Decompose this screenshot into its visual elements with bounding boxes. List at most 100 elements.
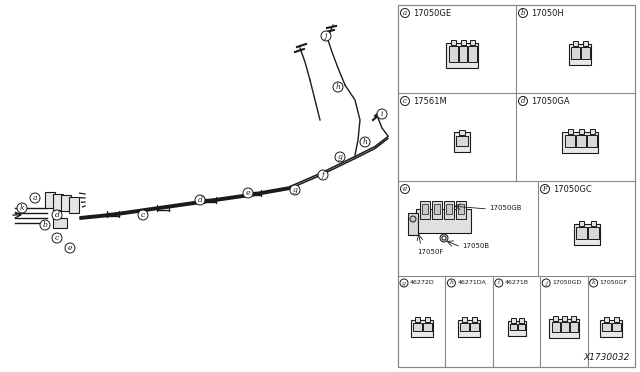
Circle shape — [518, 9, 527, 17]
Bar — [446, 204, 452, 214]
Text: 17050GE: 17050GE — [413, 9, 451, 17]
Text: c: c — [141, 211, 145, 219]
Circle shape — [589, 279, 598, 287]
Circle shape — [243, 188, 253, 198]
Circle shape — [495, 279, 503, 287]
Text: 17050GB: 17050GB — [489, 205, 522, 211]
Bar — [569, 44, 591, 65]
Bar — [449, 46, 458, 62]
Bar — [458, 320, 480, 337]
Bar — [411, 320, 433, 337]
Bar — [561, 321, 569, 331]
Bar — [562, 132, 598, 153]
Text: d: d — [54, 211, 60, 219]
Bar — [434, 204, 440, 214]
Text: i: i — [381, 110, 383, 118]
Circle shape — [360, 137, 370, 147]
Bar — [554, 315, 559, 321]
Circle shape — [52, 233, 62, 243]
Bar — [472, 317, 477, 321]
Bar — [420, 201, 430, 219]
Bar — [600, 320, 622, 337]
Circle shape — [290, 185, 300, 195]
Bar — [581, 47, 590, 59]
Text: 17050F: 17050F — [417, 249, 444, 255]
Circle shape — [65, 243, 75, 253]
Circle shape — [52, 210, 62, 220]
Text: X1730032: X1730032 — [584, 353, 630, 362]
Text: e: e — [246, 189, 250, 197]
Bar — [415, 317, 420, 321]
Text: F: F — [543, 185, 547, 193]
Text: e: e — [403, 185, 407, 193]
Bar — [568, 129, 573, 134]
Bar — [408, 213, 418, 235]
Bar — [604, 317, 609, 321]
Bar — [53, 218, 67, 228]
Text: g: g — [337, 153, 342, 161]
Bar — [454, 132, 470, 152]
Bar — [572, 315, 577, 321]
Text: i: i — [498, 280, 500, 285]
Text: d: d — [521, 97, 525, 105]
Circle shape — [401, 96, 410, 106]
Bar — [518, 317, 524, 323]
Bar — [458, 204, 464, 214]
Bar — [413, 323, 422, 330]
Bar — [61, 195, 71, 211]
Circle shape — [401, 185, 410, 193]
Bar — [563, 315, 568, 321]
Bar — [459, 46, 467, 62]
Bar — [589, 129, 595, 134]
Bar — [602, 323, 611, 330]
Text: e: e — [68, 244, 72, 252]
Text: g: g — [402, 280, 406, 285]
Circle shape — [400, 279, 408, 287]
Circle shape — [30, 193, 40, 203]
Bar — [573, 41, 578, 46]
Circle shape — [541, 185, 550, 193]
Bar — [456, 136, 468, 146]
Bar — [579, 129, 584, 134]
Text: 17050GD: 17050GD — [552, 280, 582, 285]
Text: c: c — [403, 97, 407, 105]
Bar — [460, 323, 469, 330]
Text: 17050H: 17050H — [531, 9, 564, 17]
Text: 17050B: 17050B — [462, 243, 489, 249]
Circle shape — [442, 236, 446, 240]
Circle shape — [377, 109, 387, 119]
Text: h: h — [363, 138, 367, 146]
Circle shape — [440, 234, 448, 242]
Circle shape — [333, 82, 343, 92]
Circle shape — [195, 195, 205, 205]
Text: b: b — [521, 9, 525, 17]
Bar — [552, 321, 560, 331]
Text: a: a — [33, 194, 37, 202]
Bar — [508, 321, 525, 336]
Bar — [509, 324, 516, 330]
Bar — [461, 40, 465, 45]
Text: f: f — [321, 171, 324, 179]
Text: 17050GF: 17050GF — [600, 280, 628, 285]
Circle shape — [318, 170, 328, 180]
Text: 17050GA: 17050GA — [531, 96, 570, 106]
Text: k: k — [592, 280, 595, 285]
Bar — [462, 317, 467, 321]
Circle shape — [138, 210, 148, 220]
Bar — [470, 40, 475, 45]
Text: k: k — [20, 204, 24, 212]
Bar — [565, 135, 575, 147]
Bar — [53, 193, 63, 209]
Text: b: b — [43, 221, 47, 229]
Bar — [470, 323, 479, 330]
Bar — [459, 130, 465, 135]
Text: g: g — [292, 186, 298, 194]
Text: 17561M: 17561M — [413, 96, 447, 106]
Bar — [583, 41, 588, 46]
Bar — [425, 317, 429, 321]
Circle shape — [401, 9, 410, 17]
Circle shape — [410, 216, 416, 222]
Bar — [588, 227, 598, 238]
Circle shape — [447, 279, 456, 287]
Text: c: c — [55, 234, 59, 242]
